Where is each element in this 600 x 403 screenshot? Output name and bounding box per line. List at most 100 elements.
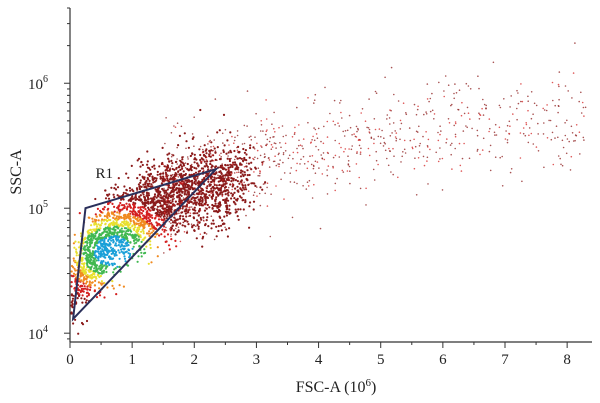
gate-r1 xyxy=(71,167,220,322)
event-dot xyxy=(302,138,305,140)
event-dot xyxy=(517,92,519,94)
event-dot xyxy=(161,212,165,215)
event-dot xyxy=(72,266,75,269)
event-dot xyxy=(122,230,125,233)
event-dot xyxy=(478,112,480,114)
event-dot xyxy=(111,233,114,236)
event-dot xyxy=(162,163,164,166)
event-dot xyxy=(233,161,237,164)
event-dot xyxy=(321,173,324,175)
event-dot xyxy=(240,169,243,172)
event-dot xyxy=(234,187,237,190)
event-dot xyxy=(185,179,189,182)
event-dot xyxy=(177,190,180,193)
event-dot xyxy=(192,224,195,227)
event-dot xyxy=(171,224,174,227)
event-dot xyxy=(100,222,103,225)
event-dot xyxy=(451,103,453,106)
event-dot xyxy=(377,135,380,138)
event-dot xyxy=(211,197,214,200)
event-dot xyxy=(516,89,518,92)
event-dot xyxy=(137,206,140,209)
event-dot xyxy=(222,179,224,181)
event-dot xyxy=(437,160,440,163)
event-dot xyxy=(326,174,329,177)
event-dot xyxy=(390,66,393,69)
event-dot xyxy=(206,160,209,163)
event-dot xyxy=(140,198,143,202)
event-dot xyxy=(97,219,100,222)
event-dot xyxy=(399,128,402,130)
event-dot xyxy=(174,200,177,203)
event-dot xyxy=(85,244,89,247)
event-dot xyxy=(173,125,175,127)
event-dot xyxy=(287,157,290,160)
event-dot xyxy=(312,167,315,170)
event-dot xyxy=(113,187,116,190)
event-dot xyxy=(256,149,259,152)
event-dot xyxy=(465,82,468,85)
event-dot xyxy=(127,252,130,255)
event-dot xyxy=(185,140,188,143)
event-dot xyxy=(332,156,335,159)
event-dot xyxy=(190,154,193,157)
event-dot xyxy=(135,222,138,226)
event-dot xyxy=(156,173,159,176)
event-dot xyxy=(137,157,141,160)
event-dot xyxy=(148,230,151,233)
event-dot xyxy=(165,203,168,206)
event-dot xyxy=(129,226,132,229)
event-dot xyxy=(132,237,135,240)
event-dot xyxy=(229,166,232,169)
event-dot xyxy=(188,206,190,209)
event-dot xyxy=(151,185,154,188)
event-dot xyxy=(89,266,92,269)
event-dot xyxy=(262,160,265,163)
event-dot xyxy=(175,182,179,185)
event-dot xyxy=(481,149,484,151)
event-dot xyxy=(239,180,242,183)
event-dot xyxy=(214,98,217,100)
event-dot xyxy=(193,206,196,209)
event-dot xyxy=(211,159,214,162)
event-dot xyxy=(78,289,81,292)
event-dot xyxy=(338,156,341,158)
event-dot xyxy=(417,157,420,159)
event-dot xyxy=(530,132,533,135)
event-dot xyxy=(209,160,212,163)
event-dot xyxy=(265,130,268,133)
event-dot xyxy=(261,188,264,191)
event-dot xyxy=(144,251,147,254)
event-dot xyxy=(210,227,213,230)
event-dot xyxy=(236,215,239,218)
event-dot xyxy=(245,153,248,156)
event-dot xyxy=(337,122,339,124)
event-dot xyxy=(87,269,90,272)
event-dot xyxy=(215,171,218,174)
event-dot xyxy=(504,138,507,140)
event-dot xyxy=(181,215,185,218)
event-dot xyxy=(197,166,200,168)
event-dot xyxy=(140,240,143,243)
event-dot xyxy=(147,198,150,201)
event-dot xyxy=(239,187,242,190)
event-dot xyxy=(197,220,199,223)
event-dot xyxy=(224,185,227,189)
event-dot xyxy=(218,154,221,156)
event-dot xyxy=(306,167,309,170)
event-dot xyxy=(88,281,91,284)
event-dot xyxy=(218,176,220,179)
event-dot xyxy=(270,193,272,195)
event-dot xyxy=(125,202,128,205)
event-dot xyxy=(163,252,165,254)
event-dot xyxy=(228,159,231,163)
event-dot xyxy=(220,171,223,175)
event-dot xyxy=(247,190,250,192)
event-dot xyxy=(181,174,183,176)
event-dot xyxy=(564,122,566,124)
event-dot xyxy=(444,75,447,77)
event-dot xyxy=(91,281,94,284)
event-dot xyxy=(213,238,216,241)
event-dot xyxy=(268,157,270,159)
event-dot xyxy=(183,187,186,191)
